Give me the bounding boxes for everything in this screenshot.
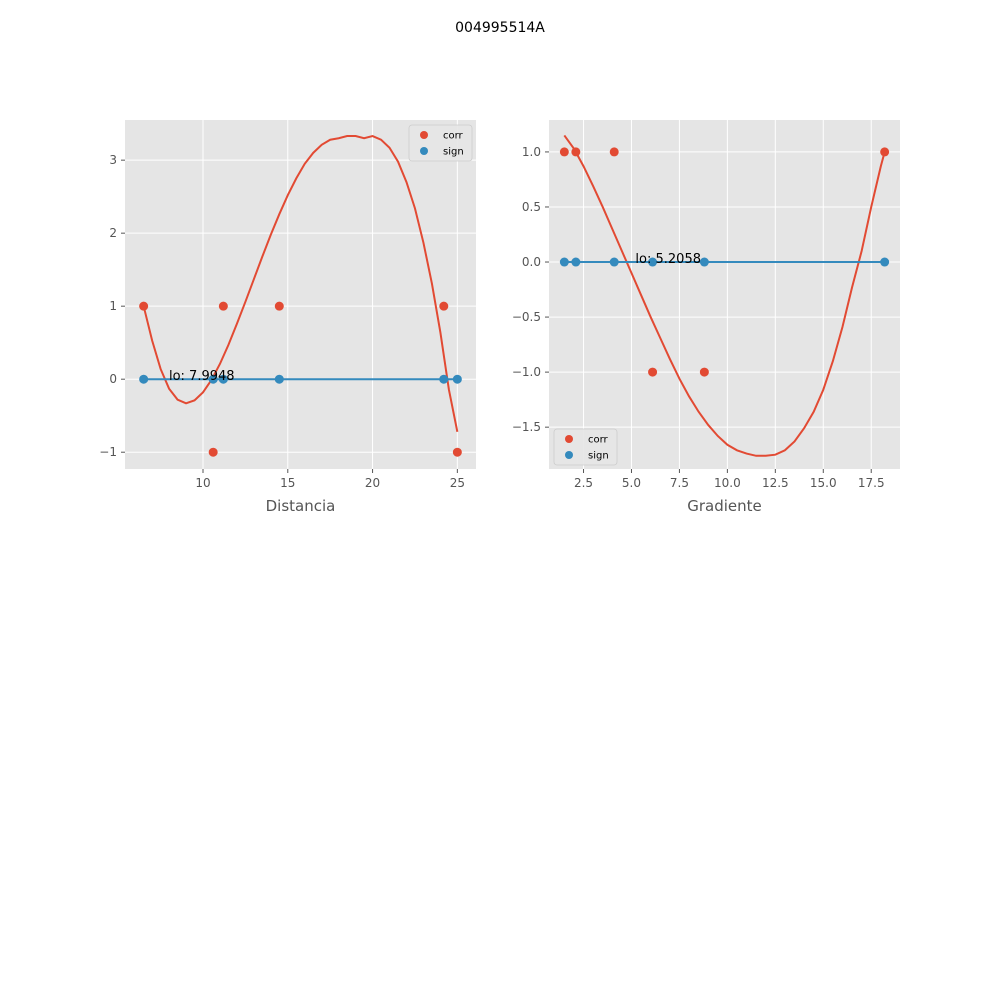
y-tick-label: 1.0 (522, 145, 541, 159)
y-tick-label: 0.5 (522, 200, 541, 214)
legend-label-corr: corr (443, 131, 464, 142)
legend-label-corr: corr (588, 435, 609, 446)
y-tick-label: 2 (109, 226, 117, 240)
x-tick-label: 10 (195, 476, 210, 490)
legend-label-sign: sign (443, 147, 464, 158)
x-tick-label: 2.5 (574, 476, 593, 490)
legend: corr sign (553, 428, 618, 466)
corr-point (609, 147, 619, 157)
sign-point (218, 374, 228, 384)
annotation-label: lo: 5.2058 (635, 252, 701, 267)
corr-fit-line (142, 135, 459, 432)
plot-distancia: 10 15 20 25 −1 0 1 2 3 Distancia lo: 7.9948 corr sig… (99, 120, 476, 515)
sign-point (699, 257, 709, 267)
sign-point (609, 257, 619, 267)
sign-point (208, 374, 218, 384)
sign-point (439, 374, 449, 384)
x-axis-label: Distancia (266, 497, 336, 515)
x-tick-label: 25 (450, 476, 465, 490)
legend-marker-sign (565, 451, 573, 459)
legend-marker-sign (420, 147, 428, 155)
x-tick-label: 15.0 (810, 476, 837, 490)
x-tick-label: 15 (280, 476, 295, 490)
y-tick-label: −1 (99, 445, 117, 459)
corr-point (439, 301, 449, 311)
y-tick-label: 3 (109, 153, 117, 167)
corr-point (208, 447, 218, 457)
y-tick-label: −0.5 (512, 310, 541, 324)
sign-point (648, 257, 658, 267)
x-tick-label: 10.0 (714, 476, 741, 490)
corr-point (218, 301, 228, 311)
sign-point (452, 374, 462, 384)
x-tick-label: 12.5 (762, 476, 789, 490)
corr-point (559, 147, 569, 157)
corr-point (274, 301, 284, 311)
x-tick-label: 20 (365, 476, 380, 490)
corr-point (452, 447, 462, 457)
plot-gradiente: 2.5 5.0 7.5 10.0 12.5 15.0 17.5 −1.5 −1.0 −0.5 0.0… (512, 120, 900, 515)
sign-point (559, 257, 569, 267)
y-tick-label: −1.0 (512, 365, 541, 379)
sign-point (880, 257, 890, 267)
corr-point (571, 147, 581, 157)
y-tick-label: 0.0 (522, 255, 541, 269)
annotation-label: lo: 7.9948 (169, 369, 235, 384)
figure-title: 004995514A (455, 20, 545, 36)
plot-area (549, 120, 900, 469)
legend-marker-corr (565, 435, 573, 443)
sign-point (571, 257, 581, 267)
corr-point (139, 301, 149, 311)
y-tick-label: 1 (109, 299, 117, 313)
sign-point (274, 374, 284, 384)
plot-area (125, 120, 476, 469)
y-tick-label: −1.5 (512, 420, 541, 434)
x-tick-label: 17.5 (858, 476, 885, 490)
corr-point (699, 367, 709, 377)
legend-marker-corr (420, 131, 428, 139)
legend-label-sign: sign (588, 451, 609, 462)
y-tick-label: 0 (109, 372, 117, 386)
corr-point (648, 367, 658, 377)
x-axis-label: Gradiente (687, 497, 762, 515)
corr-fit-line (563, 134, 886, 457)
corr-point (880, 147, 890, 157)
x-tick-label: 5.0 (622, 476, 641, 490)
legend: corr sign (408, 124, 473, 162)
x-tick-label: 7.5 (670, 476, 689, 490)
sign-point (139, 374, 149, 384)
